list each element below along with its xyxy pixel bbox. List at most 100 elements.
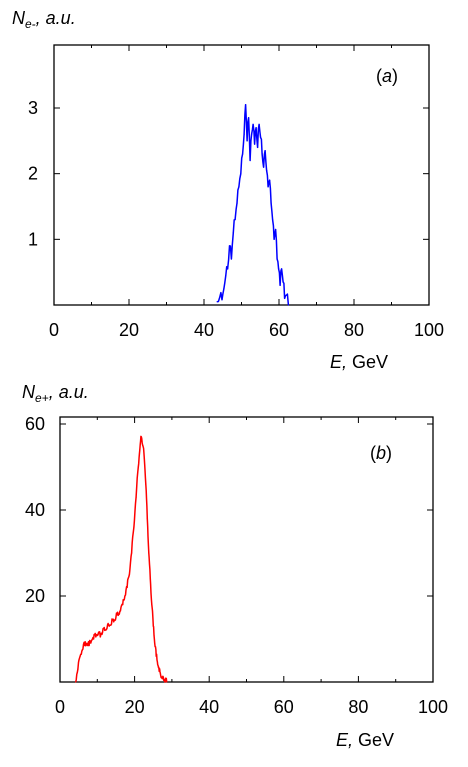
data-point xyxy=(273,238,275,240)
data-point xyxy=(243,133,245,135)
data-point xyxy=(246,140,248,142)
data-point xyxy=(143,457,145,459)
y-axis-label: Ne-, a.u. xyxy=(12,8,76,31)
data-point xyxy=(124,595,126,597)
data-point xyxy=(278,268,280,270)
data-point xyxy=(263,166,265,168)
data-point xyxy=(137,466,139,468)
data-point xyxy=(79,655,81,657)
data-point xyxy=(158,670,160,672)
data-point xyxy=(163,679,165,681)
data-point xyxy=(166,681,168,683)
x-tick-label: 80 xyxy=(348,697,368,717)
data-point xyxy=(75,681,77,683)
data-series-line xyxy=(74,435,168,683)
y-tick-label: 3 xyxy=(28,98,38,118)
data-point xyxy=(128,573,130,576)
data-point xyxy=(270,202,272,204)
x-axis-label: E, GeV xyxy=(336,730,394,750)
data-point xyxy=(234,219,236,221)
data-point xyxy=(266,169,268,171)
data-point xyxy=(227,268,229,270)
data-point xyxy=(281,268,283,270)
x-tick-label: 100 xyxy=(418,697,448,717)
data-point xyxy=(279,284,281,286)
data-point xyxy=(104,629,106,632)
data-point xyxy=(86,642,88,644)
data-point xyxy=(267,186,269,188)
data-point xyxy=(272,219,274,221)
data-point xyxy=(219,296,221,298)
data-point xyxy=(161,677,163,680)
data-point xyxy=(131,552,133,554)
x-axis-label: E, GeV xyxy=(330,352,388,372)
data-point xyxy=(236,202,238,204)
x-tick-label: 0 xyxy=(55,697,65,717)
data-point xyxy=(242,153,244,155)
data-point xyxy=(92,638,95,640)
data-point xyxy=(285,294,288,296)
data-point xyxy=(88,644,90,647)
data-point xyxy=(151,604,153,606)
data-point xyxy=(254,143,256,145)
x-tick-label: 80 xyxy=(344,320,364,340)
data-point xyxy=(97,634,99,636)
x-tick-label: 40 xyxy=(199,697,219,717)
x-tick-label: 40 xyxy=(194,320,214,340)
data-point xyxy=(157,664,159,666)
plot-frame xyxy=(53,44,430,306)
data-point xyxy=(240,173,242,175)
data-point xyxy=(108,625,110,627)
data-point xyxy=(260,136,262,139)
data-point xyxy=(119,610,122,612)
x-tick-label: 0 xyxy=(49,320,59,340)
y-tick-label: 1 xyxy=(28,229,38,249)
data-point xyxy=(269,179,271,181)
data-point xyxy=(282,281,284,283)
x-tick-label: 20 xyxy=(125,697,145,717)
data-point xyxy=(110,623,113,625)
y-tick-label: 2 xyxy=(28,164,38,184)
data-point xyxy=(126,586,128,589)
data-point xyxy=(90,640,92,642)
panel-b: 0 20 40 60 80 100 20 40 60 Ne+, a.u. E, GeV (b) xyxy=(22,382,448,750)
data-point xyxy=(133,526,135,528)
data-point xyxy=(258,123,260,126)
data-point xyxy=(230,258,232,260)
data-point xyxy=(84,644,86,647)
data-point xyxy=(77,668,79,670)
x-tick-label: 60 xyxy=(274,697,294,717)
data-point xyxy=(216,301,218,303)
x-tick-label: 100 xyxy=(414,320,444,340)
x-tick-label: 20 xyxy=(119,320,139,340)
x-tick-label: 60 xyxy=(269,320,289,340)
data-point xyxy=(139,449,141,451)
data-point xyxy=(248,117,250,119)
data-point xyxy=(152,625,154,627)
data-point xyxy=(106,627,108,629)
data-point xyxy=(164,680,166,683)
y-axis-label: Ne+, a.u. xyxy=(22,382,89,405)
data-point xyxy=(228,245,231,247)
data-point xyxy=(81,649,83,651)
data-point xyxy=(148,552,150,554)
panel-label: (a) xyxy=(376,66,398,86)
data-point xyxy=(252,123,254,126)
data-point xyxy=(245,104,247,106)
data-point xyxy=(135,496,137,498)
data-series-line xyxy=(216,103,290,306)
data-point xyxy=(140,436,142,438)
data-point xyxy=(154,642,156,644)
data-point xyxy=(142,444,144,447)
data-point xyxy=(155,655,157,657)
panel-label: (b) xyxy=(370,443,392,463)
data-point xyxy=(287,304,289,306)
data-point xyxy=(160,674,162,677)
data-point xyxy=(117,614,119,616)
data-point xyxy=(264,150,266,152)
data-point xyxy=(113,621,115,623)
data-point xyxy=(95,636,97,638)
data-point xyxy=(255,127,257,129)
data-point xyxy=(249,159,251,162)
